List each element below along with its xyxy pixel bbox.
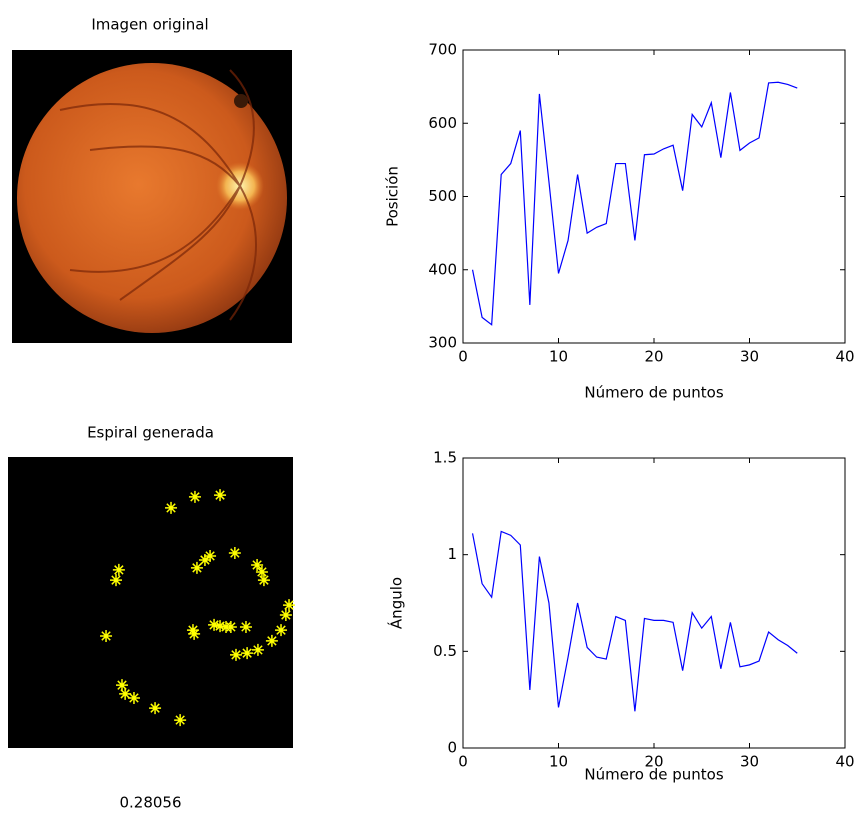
y-tick-label: 700: [428, 41, 457, 59]
star-marker: [188, 627, 201, 640]
x-tick-label: 10: [549, 348, 568, 366]
star-marker: [241, 647, 254, 660]
annotation: 0.28056: [119, 794, 181, 812]
chart-title: Espiral generada: [87, 424, 214, 442]
x-tick-label: 0: [458, 753, 468, 771]
star-marker: [186, 624, 199, 637]
x-tick-label: 20: [644, 348, 663, 366]
star-marker: [198, 554, 211, 567]
star-marker: [251, 643, 264, 656]
star-marker: [116, 679, 128, 692]
x-tick-label: 30: [740, 348, 759, 366]
star-marker: [100, 629, 113, 642]
x-axis-label: Número de puntos: [584, 766, 723, 784]
fundus-image: [12, 50, 292, 343]
image-title: Imagen original: [91, 16, 208, 34]
star-marker: [119, 687, 132, 700]
x-tick-label: 40: [835, 753, 854, 771]
star-marker: [283, 599, 296, 612]
star-marker: [265, 634, 278, 647]
x-axis-label: Número de puntos: [584, 384, 723, 402]
star-marker: [174, 714, 187, 727]
y-tick-label: 400: [428, 260, 457, 278]
star-marker: [214, 489, 227, 502]
x-tick-label: 40: [835, 348, 854, 366]
star-marker: [239, 620, 252, 633]
data-line: [471, 530, 798, 712]
star-marker: [255, 565, 268, 578]
y-axis-label: Posición: [384, 166, 402, 227]
plot-background: [8, 457, 293, 748]
star-marker: [127, 691, 140, 704]
plot-area: [462, 457, 846, 749]
x-tick-label: 30: [740, 753, 759, 771]
y-axis-label: Ángulo: [387, 577, 406, 629]
star-marker: [208, 618, 221, 631]
star-marker: [112, 563, 125, 576]
plot-area: [462, 49, 846, 344]
y-tick-label: 0: [447, 739, 457, 757]
star-marker: [190, 561, 203, 574]
star-marker: [230, 648, 242, 661]
y-tick-label: 1: [447, 545, 457, 563]
x-tick-label: 20: [644, 753, 663, 771]
y-tick-label: 0.5: [433, 642, 457, 660]
star-marker: [149, 702, 162, 715]
star-marker: [279, 609, 292, 622]
star-marker: [110, 574, 123, 587]
data-line: [471, 81, 798, 326]
star-marker: [228, 547, 241, 560]
y-tick-label: 500: [428, 187, 457, 205]
star-marker: [188, 490, 201, 503]
star-marker: [224, 620, 237, 633]
star-marker: [251, 558, 264, 571]
star-marker: [204, 549, 217, 562]
y-tick-label: 1.5: [433, 449, 457, 467]
star-marker: [275, 624, 288, 637]
x-tick-label: 0: [458, 348, 468, 366]
star-marker: [165, 501, 178, 514]
y-tick-label: 300: [428, 334, 457, 352]
star-marker: [214, 620, 227, 633]
x-tick-label: 10: [549, 753, 568, 771]
star-marker: [257, 574, 270, 587]
y-tick-label: 600: [428, 114, 457, 132]
